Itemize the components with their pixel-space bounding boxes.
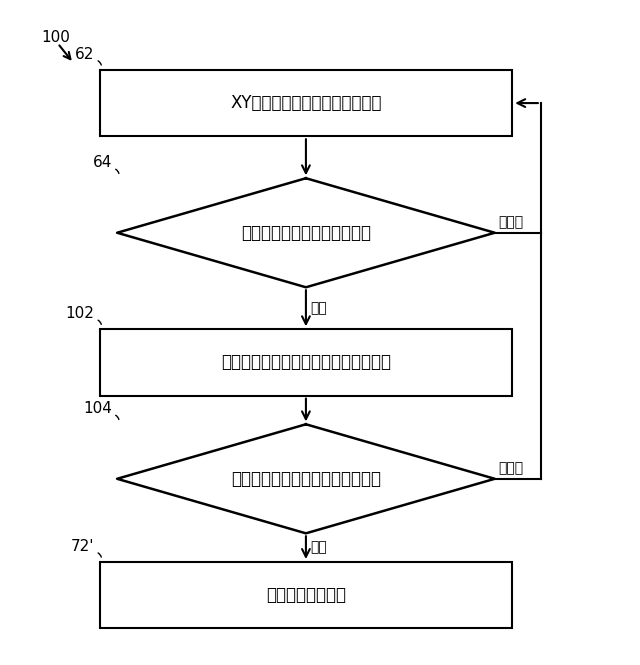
Polygon shape xyxy=(99,562,512,628)
Text: 介護者に注意喚起: 介護者に注意喚起 xyxy=(266,586,346,604)
Text: XY方向で患者タグの位置を判断: XY方向で患者タグの位置を判断 xyxy=(230,94,381,112)
Text: はい: はい xyxy=(310,541,326,555)
Text: いいえ: いいえ xyxy=(499,215,524,229)
Text: 患者はトイレの中にいるか？: 患者はトイレの中にいるか？ xyxy=(241,223,371,242)
Text: 104: 104 xyxy=(83,401,112,416)
Polygon shape xyxy=(99,329,512,396)
Text: 100: 100 xyxy=(42,30,70,45)
Text: いいえ: いいえ xyxy=(499,461,524,475)
Text: 72': 72' xyxy=(71,539,95,554)
Text: トイレ使用カウンタをインクリメント: トイレ使用カウンタをインクリメント xyxy=(221,353,391,372)
Text: カウンタが閾値を超えているか？: カウンタが閾値を超えているか？ xyxy=(231,469,381,488)
Text: 64: 64 xyxy=(93,155,112,170)
Polygon shape xyxy=(99,70,512,136)
Text: はい: はい xyxy=(310,301,326,315)
Text: 102: 102 xyxy=(66,306,95,321)
Text: 62: 62 xyxy=(75,47,95,62)
